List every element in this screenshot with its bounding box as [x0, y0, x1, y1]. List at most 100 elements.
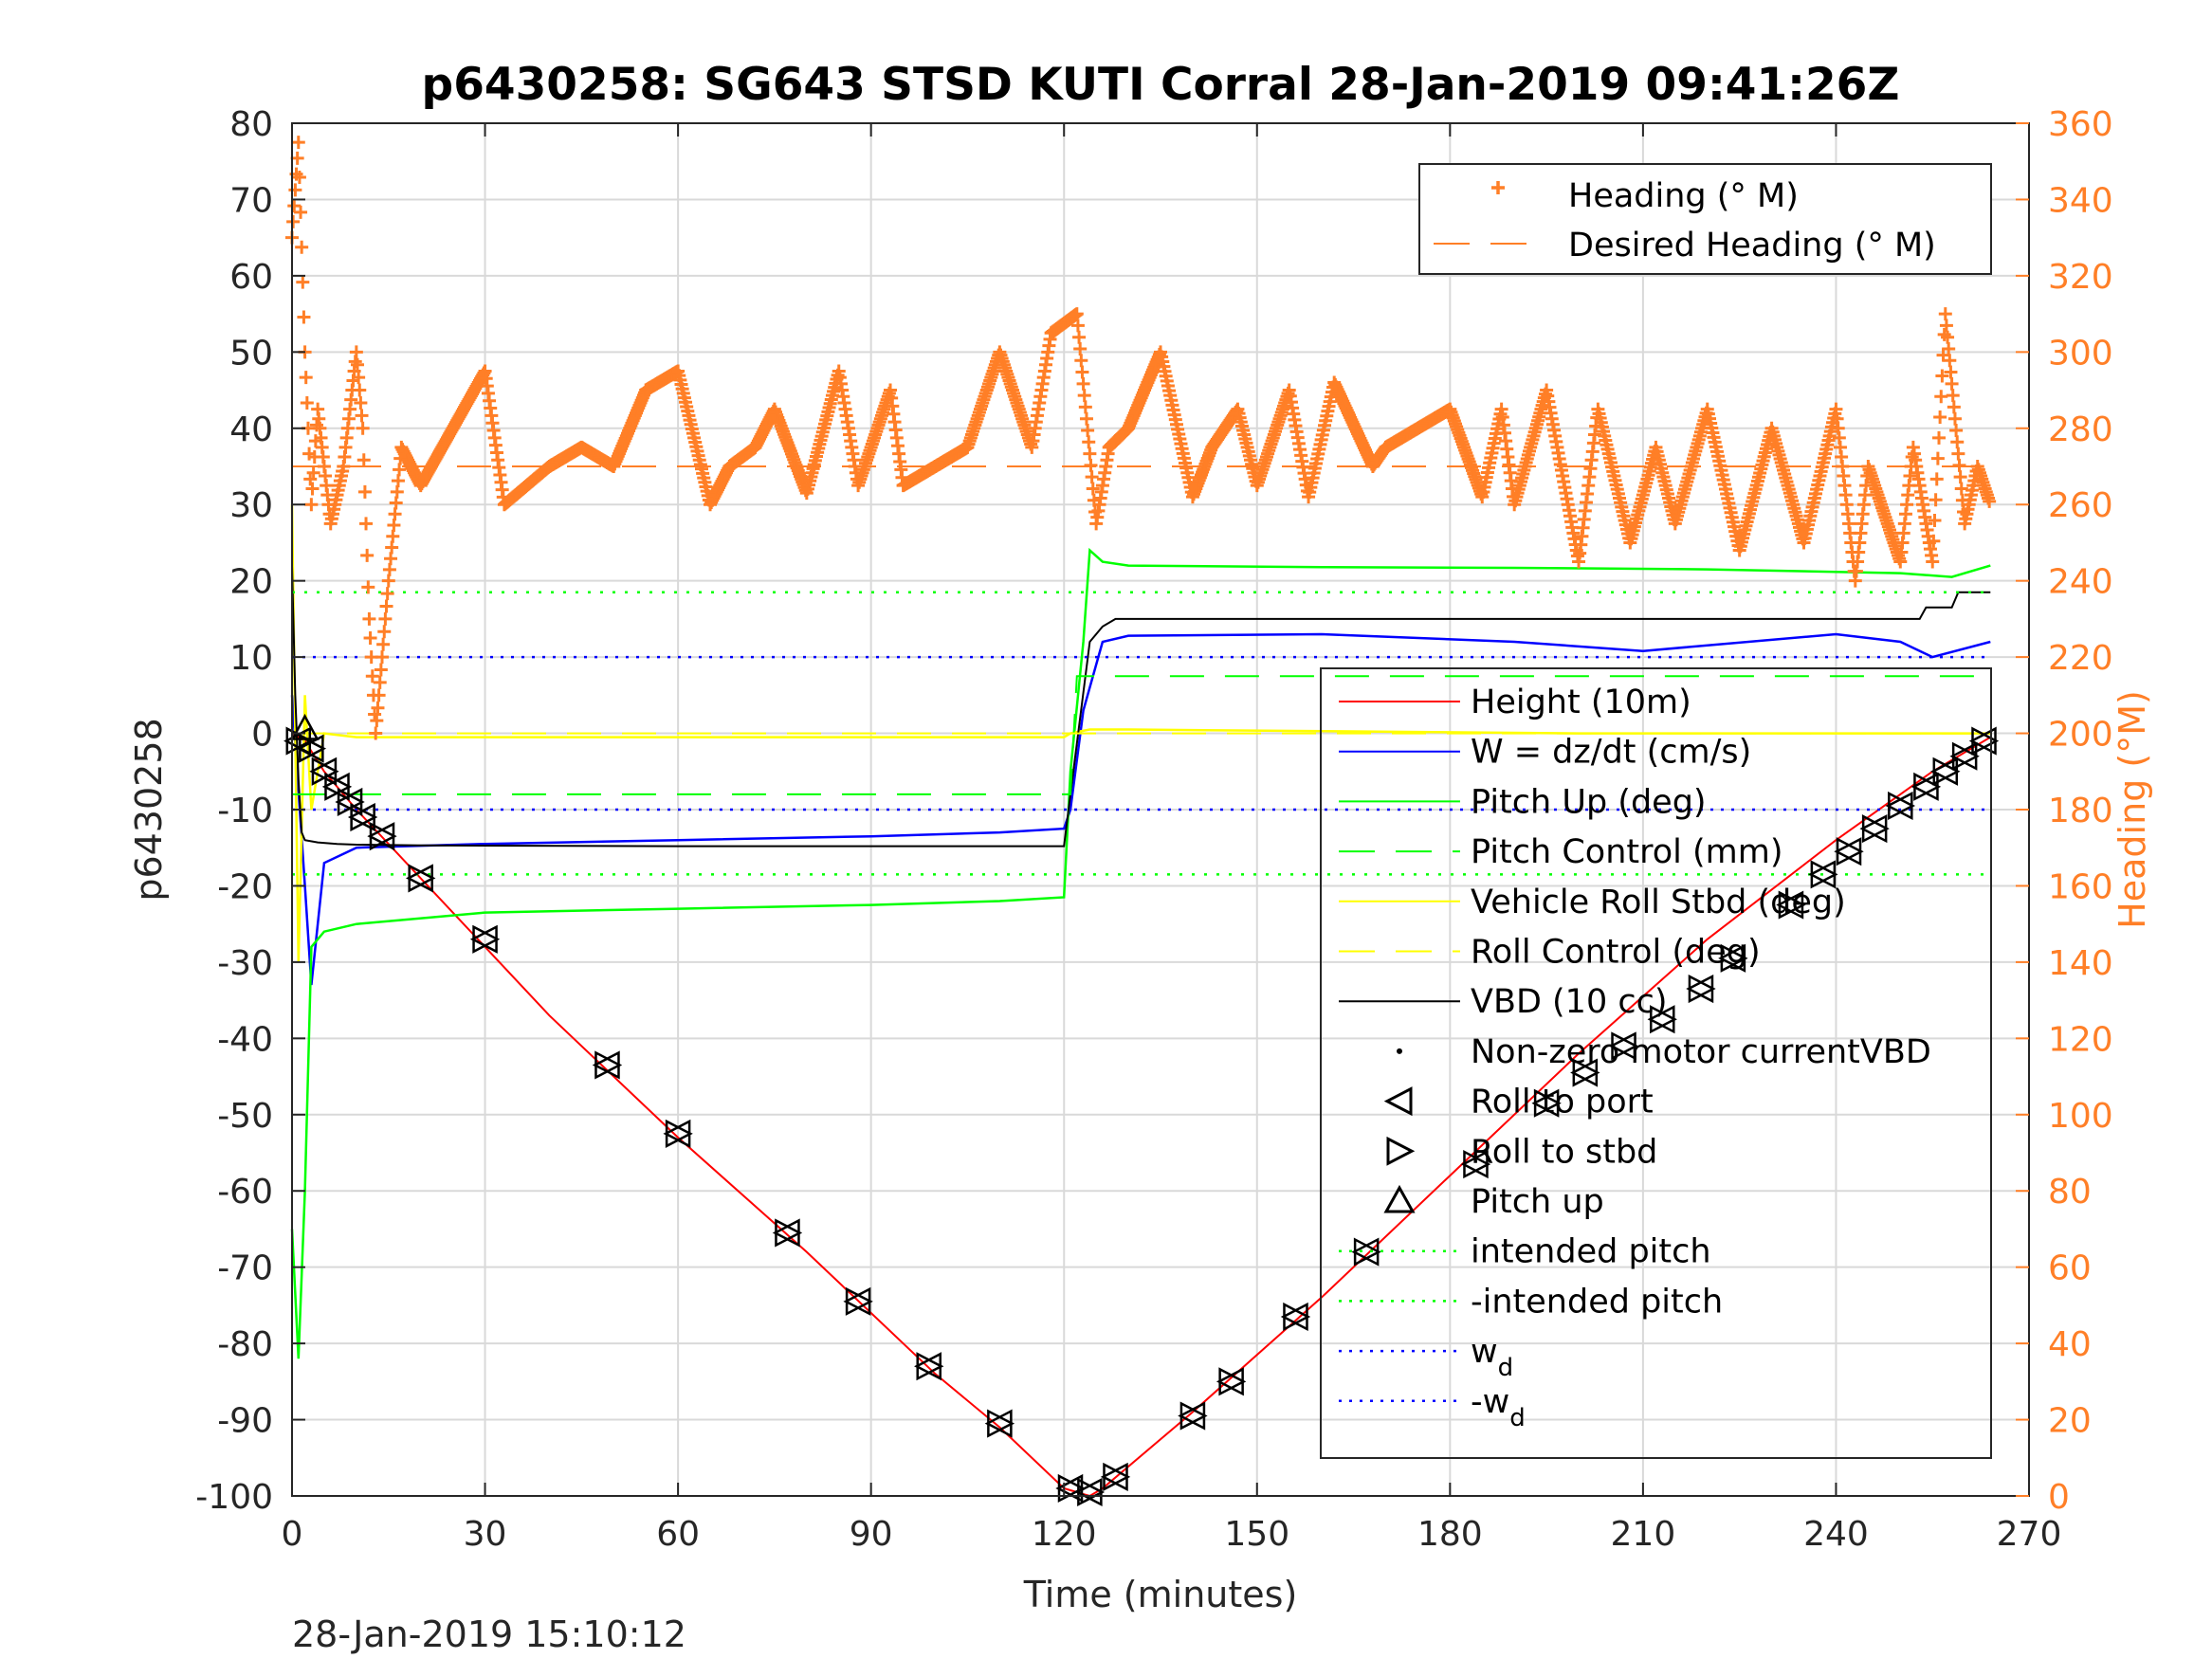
y2-tick-label: 280	[2048, 410, 2113, 449]
heading-point	[1935, 369, 1949, 383]
heading-point	[1084, 458, 1098, 472]
y2-axis-label: Heading (°M)	[2111, 690, 2153, 929]
y-tick-label: 30	[229, 486, 273, 525]
y2-tick-label: 300	[2048, 334, 2113, 373]
heading-point	[375, 650, 389, 665]
heading-point	[1069, 307, 1084, 321]
roll-to-stbd-marker	[1533, 1088, 1562, 1118]
heading-point	[393, 463, 407, 477]
legend-top-label: Heading (° M)	[1568, 177, 1799, 215]
heading-point	[382, 562, 396, 576]
roll-to-port-marker	[592, 1050, 620, 1080]
roll-to-stbd-marker	[350, 802, 378, 832]
heading-point	[1073, 341, 1088, 356]
heading-point	[361, 580, 375, 594]
legend-label-text: -intended pitch	[1471, 1283, 1723, 1321]
series-pitch-up-deg	[290, 547, 1991, 1359]
x-tick-label: 60	[656, 1515, 700, 1554]
heading-point	[1929, 493, 1943, 507]
y-tick-label: 70	[229, 181, 273, 220]
heading-point	[286, 214, 301, 228]
roll-to-stbd-marker	[1836, 837, 1864, 866]
roll-to-port-marker	[1280, 1302, 1308, 1332]
roll-to-stbd-marker	[775, 1218, 803, 1248]
heading-point	[381, 574, 395, 588]
legend-main-box	[1320, 667, 1992, 1459]
heading-point	[391, 474, 405, 488]
x-tick-label: 120	[1032, 1515, 1097, 1554]
y-tick-label: 80	[229, 105, 273, 144]
roll-to-port-marker	[1216, 1367, 1244, 1396]
roll-to-stbd-marker	[1611, 1031, 1639, 1061]
heading-point	[1076, 376, 1090, 391]
x-tick-label: 0	[282, 1515, 303, 1554]
roll-to-port-marker	[1885, 791, 1913, 821]
heading-point	[1075, 365, 1089, 379]
heading-point	[1086, 482, 1100, 496]
legend-swatch	[1386, 1136, 1416, 1166]
y-tick-label: -10	[217, 792, 273, 830]
heading-point	[1947, 411, 1962, 426]
legend-label-text: W = dz/dt (cm/s)	[1471, 734, 1751, 772]
heading-point	[379, 599, 393, 613]
heading-point	[349, 345, 363, 359]
heading-point	[296, 275, 310, 289]
heading-point	[1947, 400, 1961, 414]
heading-point	[291, 136, 305, 150]
heading-point	[1070, 319, 1085, 333]
heading-point	[380, 587, 394, 601]
legend-label-subscript: d	[1509, 1404, 1526, 1432]
legend-label-text: -w	[1471, 1383, 1509, 1421]
y2-tick-label: 240	[2048, 563, 2113, 602]
legend-main: Height (10m) W = dz/dt (cm/s) Pitch Up (de…	[1320, 667, 1992, 1459]
heading-point	[355, 409, 369, 423]
roll-to-stbd-marker	[1179, 1401, 1208, 1431]
roll-to-stbd-marker	[1888, 791, 1916, 821]
legend-label-text: Pitch Control (mm)	[1471, 833, 1782, 871]
heading-point	[354, 395, 368, 410]
heading-point	[300, 395, 314, 410]
heading-point	[1938, 307, 1952, 321]
x-tick-label: 270	[1997, 1515, 2062, 1554]
heading-point	[368, 707, 382, 721]
heading-point	[1079, 411, 1093, 426]
y-tick-label: -20	[217, 867, 273, 906]
heading-point	[1072, 330, 1087, 344]
heading-point	[360, 548, 375, 562]
heading-point	[1083, 447, 1097, 461]
roll-to-stbd-marker	[1971, 726, 2000, 756]
legend-label-text: Roll to port	[1471, 1084, 1654, 1121]
roll-to-stbd-marker	[1057, 1473, 1086, 1504]
heading-point	[297, 310, 311, 324]
roll-to-port-marker	[1834, 837, 1862, 866]
heading-point	[1081, 424, 1095, 438]
roll-to-stbd-marker	[1861, 814, 1890, 844]
y-tick-label: -40	[217, 1020, 273, 1059]
y2-tick-label: 120	[2048, 1020, 2113, 1059]
legend-main-label: Pitch Control (mm)	[1471, 833, 1782, 871]
legend-label-subscript: d	[1498, 1354, 1514, 1382]
plot-series	[285, 136, 1997, 1498]
legend-swatch	[1383, 1184, 1416, 1213]
y-tick-label: 60	[229, 258, 273, 297]
heading-point	[357, 484, 372, 499]
heading-point	[1951, 447, 1965, 461]
series-pitch-control-mm	[292, 675, 1991, 795]
legend-main-label: Pitch up	[1471, 1183, 1604, 1221]
x-tick-label: 180	[1417, 1515, 1483, 1554]
roll-to-stbd-marker	[299, 734, 327, 763]
heading-point	[1942, 341, 1956, 356]
heading-point	[371, 701, 385, 715]
heading-point	[1928, 513, 1942, 527]
roll-to-stbd-marker	[1283, 1302, 1311, 1332]
heading-point	[1926, 555, 1940, 569]
y2-tick-label: 360	[2048, 105, 2113, 144]
legend-swatch	[1383, 1086, 1413, 1117]
heading-point	[287, 199, 302, 213]
legend-main-label: Roll to port	[1471, 1084, 1654, 1121]
legend-label-text: Roll Control (deg)	[1471, 934, 1761, 972]
heading-point	[1944, 365, 1958, 379]
roll-to-stbd-marker	[1688, 974, 1716, 1004]
heading-point	[1933, 410, 1947, 425]
roll-to-stbd-marker	[369, 822, 397, 851]
